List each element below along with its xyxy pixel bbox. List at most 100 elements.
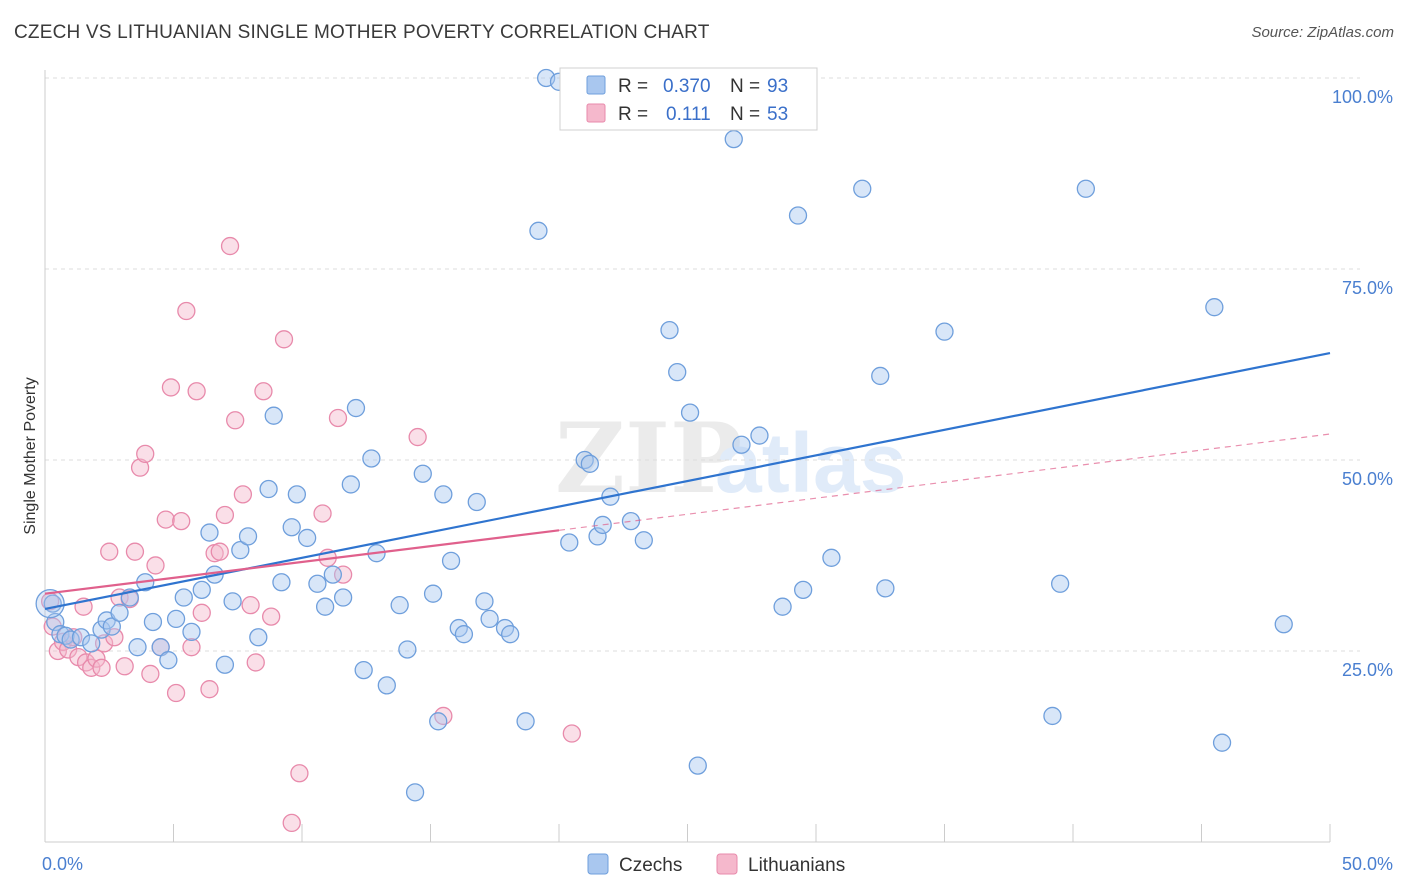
legend-r-label-czechs: R = [618,76,648,97]
legend-swatch-lithuanians [586,103,606,123]
y-tick-label: 100.0% [1332,87,1393,107]
czech-point [853,179,872,198]
czech-point [516,712,535,731]
czech-point [110,603,129,622]
czech-point [501,625,520,644]
czech-point [871,366,890,386]
czech-point [297,528,317,548]
czech-point [405,783,425,802]
czech-points [35,68,1293,802]
legend-n-value-lithuanians: 53 [767,104,788,125]
watermark: ZIP atlas [555,402,906,515]
czech-point [634,531,653,550]
lithuanian-point [215,505,235,525]
czech-point [434,485,453,504]
lithuanian-point [192,603,211,622]
czech-point [580,454,599,473]
czech-point-large [35,588,65,619]
czech-point [92,620,111,639]
lithuanian-point [220,236,240,256]
legend-n-label-czechs: N = [730,76,760,97]
lithuanian-point [141,664,160,684]
lithuanian-point [246,653,265,672]
czech-point [346,398,366,418]
czech-point [822,548,841,567]
lithuanian-point [130,458,150,477]
czech-point [362,449,381,468]
lithuanian-point [115,657,134,676]
czech-point [680,403,700,422]
czech-point [935,322,954,341]
czech-point [238,527,258,546]
legend-r-value-czechs: 0.370 [663,76,711,97]
czech-point [441,551,461,570]
czech-point [333,588,353,607]
czech-point [182,622,201,642]
bottom-legend: Czechs Lithuanians [587,853,845,876]
czech-point [377,676,396,695]
czech-point [223,592,242,611]
legend-r-value-lithuanians: 0.111 [666,104,711,125]
czech-point [308,574,327,593]
czech-point [529,221,548,240]
czech-point [660,320,679,340]
czech-point [480,609,499,629]
czech-point [249,628,268,647]
czech-point [588,527,607,546]
lithuanian-trend-extension [558,433,1331,531]
lithuanian-point [92,658,111,677]
lithuanian-point [177,301,196,321]
czech-point [788,206,808,225]
lithuanian-point [136,444,155,464]
czech-point [259,479,278,499]
czech-point [174,588,193,607]
czech-point [1205,298,1224,317]
czech-point [794,580,813,600]
lithuanian-point [233,485,253,504]
czech-point [159,651,178,670]
czech-point [560,533,579,552]
x-tick-label: 50.0% [1342,854,1393,874]
czech-point [454,625,474,644]
czech-point [1051,574,1070,593]
y-tick-label: 50.0% [1342,469,1393,489]
lithuanian-point [333,565,353,584]
czech-point [688,756,707,775]
lithuanian-point [82,658,101,677]
czech-point [413,464,432,483]
czech-point [429,712,448,731]
lithuanian-point [226,411,245,430]
lithuanian-point [562,724,581,743]
lithuanian-point [434,706,453,726]
czech-point [272,573,291,592]
lithuanian-point [172,511,191,531]
lithuanian-trend-line [44,529,560,595]
czech-point [724,129,743,149]
bottom-legend-swatch-czechs [587,853,609,875]
lithuanian-point [408,427,427,447]
czech-point [143,612,163,632]
czech-point [668,362,687,382]
czech-point [354,660,373,680]
czech-point [467,492,486,512]
lithuanian-point [254,382,273,401]
czech-point [475,592,494,611]
czech-point [323,565,342,584]
czech-point [82,634,101,653]
y-axis-label: Single Mother Poverty [22,377,39,534]
czech-point [732,435,751,454]
lithuanian-point [166,683,186,703]
source-note: Source: ZipAtlas.com [1251,24,1394,41]
legend: R = 0.370 N = 93 R = 0.111 N = 53 [559,67,818,131]
czech-point [750,426,769,445]
czech-point [315,597,335,616]
czech-point [1274,615,1293,634]
lithuanian-point [313,504,332,523]
legend-n-value-czechs: 93 [767,76,788,97]
czech-point [200,523,219,542]
lithuanian-point [241,596,260,615]
legend-r-label-lithuanians: R = [618,104,648,125]
czech-point [231,541,250,560]
bottom-legend-label-lithuanians: Lithuanians [748,855,845,876]
watermark-zip: ZIP [555,402,742,515]
